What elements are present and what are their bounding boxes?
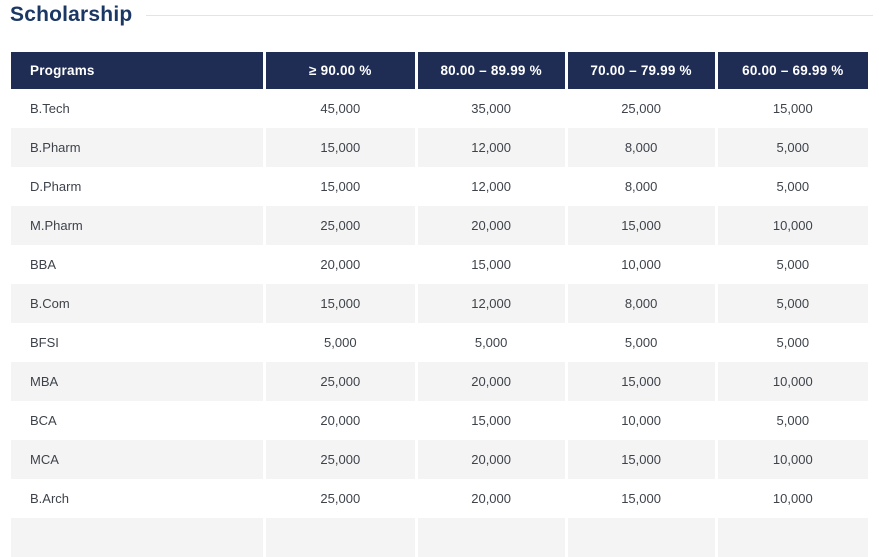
table-row: B.Arch 25,000 20,000 15,000 10,000	[11, 479, 868, 518]
table-row: B.Com 15,000 12,000 8,000 5,000	[11, 284, 868, 323]
amount-cell: 15,000	[414, 245, 565, 284]
amount-cell: 5,000	[414, 323, 565, 362]
program-cell: BBA	[30, 257, 57, 272]
amount-cell: 10,000	[714, 362, 868, 401]
amount-cell: 10,000	[714, 479, 868, 518]
table-row: D.Pharm 15,000 12,000 8,000 5,000	[11, 167, 868, 206]
amount-cell: 20,000	[414, 206, 565, 245]
amount-cell: 15,000	[714, 89, 868, 128]
amount-cell: 20,000	[414, 440, 565, 479]
scholarship-table-container: Programs ≥ 90.00 % 80.00 – 89.99 % 70.00…	[11, 52, 868, 557]
amount-cell: 12,000	[414, 167, 565, 206]
page-title: Scholarship	[10, 3, 133, 26]
program-cell: B.Arch	[30, 491, 70, 506]
program-cell: B.Tech	[30, 101, 70, 116]
amount-cell: 10,000	[564, 245, 715, 284]
amount-cell: 15,000	[564, 362, 715, 401]
amount-cell: 5,000	[262, 323, 415, 362]
column-header-70-79: 70.00 – 79.99 %	[564, 52, 715, 89]
amount-cell: 8,000	[564, 128, 715, 167]
program-cell: B.Com	[11, 284, 263, 323]
title-divider	[146, 14, 873, 16]
table-row: B.Pharm 15,000 12,000 8,000 5,000	[11, 128, 868, 167]
amount-cell: 10,000	[564, 401, 715, 440]
column-header-gte-90: ≥ 90.00 %	[262, 52, 415, 89]
table-row: MBA 25,000 20,000 15,000 10,000	[11, 362, 868, 401]
amount-cell: 5,000	[714, 323, 868, 362]
amount-cell: 25,000	[262, 206, 415, 245]
amount-cell: 10,000	[714, 440, 868, 479]
table-row: BFSI 5,000 5,000 5,000 5,000	[11, 323, 868, 362]
table-header: Programs ≥ 90.00 % 80.00 – 89.99 % 70.00…	[11, 52, 868, 89]
amount-cell: 45,000	[262, 89, 415, 128]
program-cell: D.Pharm	[30, 179, 82, 194]
amount-cell: 15,000	[564, 440, 715, 479]
amount-cell: 15,000	[262, 128, 415, 167]
amount-cell: 12,000	[414, 284, 565, 323]
program-cell: BCA	[30, 413, 57, 428]
scholarship-table: Programs ≥ 90.00 % 80.00 – 89.99 % 70.00…	[11, 52, 868, 557]
table-row: MCA 25,000 20,000 15,000 10,000	[11, 440, 868, 479]
amount-cell: 35,000	[414, 89, 565, 128]
column-header-60-69: 60.00 – 69.99 %	[714, 52, 868, 89]
amount-cell: 20,000	[262, 401, 415, 440]
amount-cell: 15,000	[564, 479, 715, 518]
amount-cell: 8,000	[564, 167, 715, 206]
column-header-programs: Programs	[11, 52, 263, 89]
amount-cell: 5,000	[714, 128, 868, 167]
program-cell: M.Pharm	[11, 206, 263, 245]
amount-cell: 8,000	[564, 284, 715, 323]
amount-cell: 5,000	[564, 323, 715, 362]
amount-cell: 15,000	[262, 284, 415, 323]
section-header: Scholarship	[0, 0, 879, 28]
amount-cell: 25,000	[564, 89, 715, 128]
amount-cell: 15,000	[414, 401, 565, 440]
table-row: B.Tech 45,000 35,000 25,000 15,000	[11, 89, 868, 128]
table-header-row: Programs ≥ 90.00 % 80.00 – 89.99 % 70.00…	[11, 52, 868, 89]
amount-cell: 15,000	[262, 167, 415, 206]
table-body: B.Tech 45,000 35,000 25,000 15,000 B.Pharm 15,…	[11, 89, 868, 557]
amount-cell: 15,000	[564, 206, 715, 245]
amount-cell: 25,000	[262, 479, 415, 518]
amount-cell: 20,000	[414, 362, 565, 401]
column-header-80-89: 80.00 – 89.99 %	[414, 52, 565, 89]
table-row: M.Pharm 25,000 20,000 15,000 10,000	[11, 206, 868, 245]
amount-cell: 5,000	[714, 401, 868, 440]
amount-cell: 25,000	[262, 362, 415, 401]
amount-cell: 20,000	[414, 479, 565, 518]
amount-cell: 25,000	[262, 440, 415, 479]
amount-cell: 5,000	[714, 167, 868, 206]
amount-cell: 20,000	[262, 245, 415, 284]
table-row: BCA 20,000 15,000 10,000 5,000	[11, 401, 868, 440]
amount-cell: 10,000	[714, 206, 868, 245]
program-cell: MCA	[11, 440, 263, 479]
program-cell: MBA	[11, 362, 263, 401]
amount-cell: 5,000	[714, 245, 868, 284]
table-row: BBA 20,000 15,000 10,000 5,000	[11, 245, 868, 284]
amount-cell: 5,000	[714, 284, 868, 323]
program-cell: B.Pharm	[11, 128, 263, 167]
amount-cell: 12,000	[414, 128, 565, 167]
program-cell: BFSI	[30, 335, 59, 350]
